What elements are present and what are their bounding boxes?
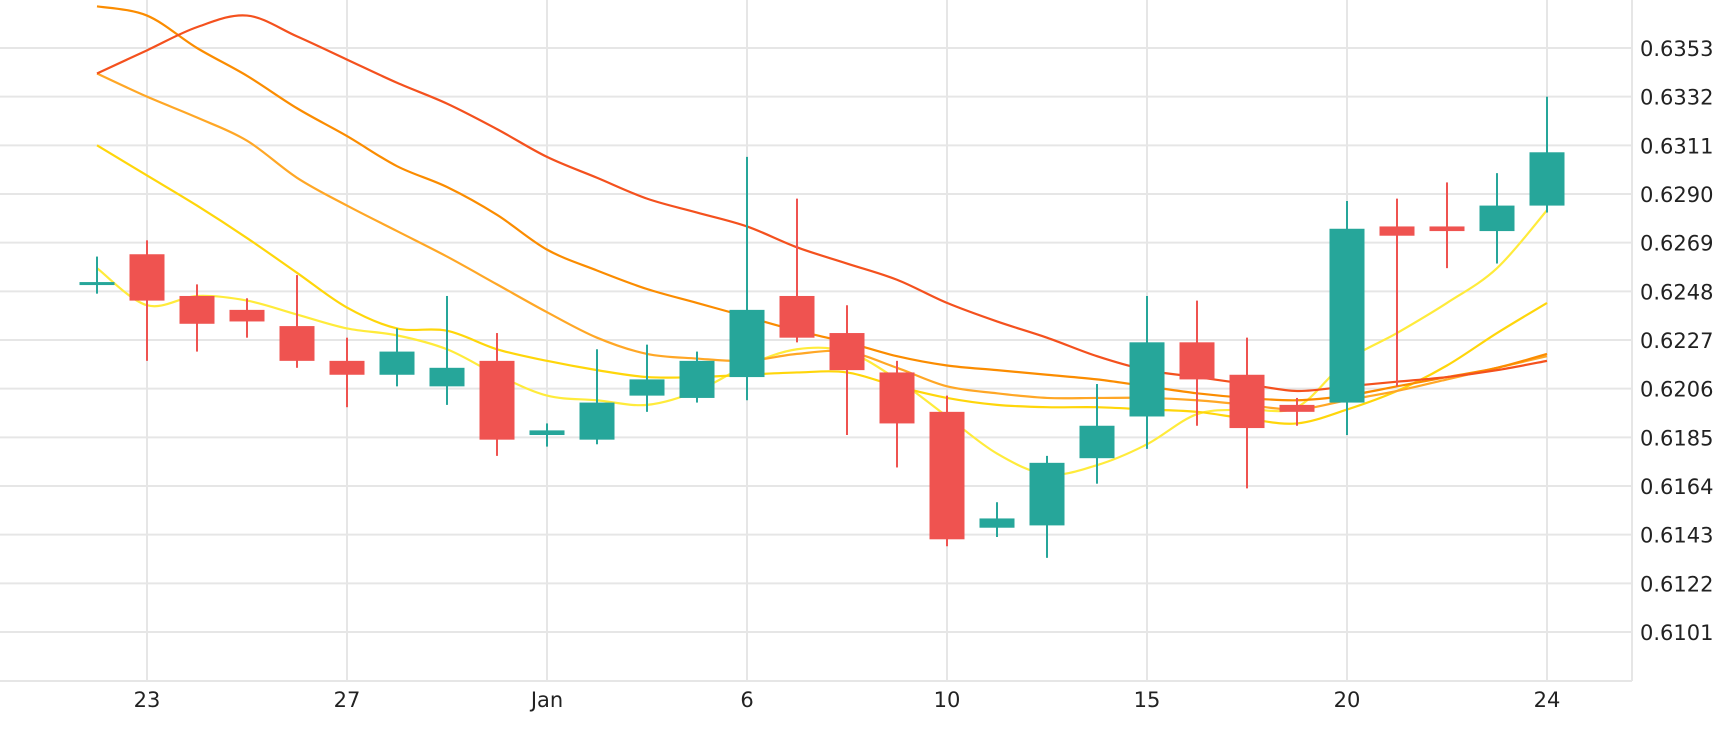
candle-body xyxy=(279,326,315,361)
moving-average-line-2 xyxy=(96,144,1548,425)
candle xyxy=(1179,300,1215,426)
grid xyxy=(0,0,1633,682)
y-tick-label: 0.6269 xyxy=(1640,232,1713,256)
candle xyxy=(879,360,915,468)
y-tick-label: 0.6185 xyxy=(1640,426,1713,450)
candle-body xyxy=(629,379,665,396)
candle xyxy=(979,502,1015,537)
y-tick-label: 0.6122 xyxy=(1640,572,1713,596)
candle xyxy=(1429,182,1465,269)
y-tick-label: 0.6143 xyxy=(1640,524,1713,548)
moving-average-line-1 xyxy=(96,209,1548,476)
candle xyxy=(729,156,765,401)
candle-body xyxy=(1279,404,1315,412)
x-tick-label: 10 xyxy=(934,688,961,712)
y-tick-label: 0.6311 xyxy=(1640,134,1713,158)
candle-body xyxy=(1529,152,1565,206)
candle xyxy=(1329,200,1365,436)
y-axis: 0.6353 0.6332 0.6311 0.6290 0.6269 0.6248 0.62… xyxy=(1640,37,1713,645)
candle-body xyxy=(1379,226,1415,236)
candle xyxy=(279,275,315,368)
y-tick-label: 0.6227 xyxy=(1640,329,1713,353)
candle xyxy=(129,240,165,361)
x-tick-label: 23 xyxy=(134,688,161,712)
candle-body xyxy=(1029,462,1065,526)
candle xyxy=(229,298,265,338)
candle xyxy=(679,351,715,403)
candle xyxy=(529,423,565,447)
candle-body xyxy=(579,402,615,440)
candle xyxy=(779,198,815,343)
y-tick-label: 0.6290 xyxy=(1640,183,1713,207)
candle-body xyxy=(379,351,415,375)
x-tick-label: 27 xyxy=(334,688,361,712)
candle xyxy=(329,337,365,408)
candle-body xyxy=(779,295,815,338)
y-tick-label: 0.6206 xyxy=(1640,378,1713,402)
candle-body xyxy=(979,518,1015,528)
candle xyxy=(379,328,415,387)
x-tick-label: Jan xyxy=(529,688,563,712)
candle-body xyxy=(179,295,215,324)
candle xyxy=(1129,295,1165,449)
candle-body xyxy=(879,372,915,424)
x-tick-label: 15 xyxy=(1134,688,1161,712)
candle-body xyxy=(1329,228,1365,403)
y-tick-label: 0.6353 xyxy=(1640,37,1713,61)
candle xyxy=(1079,384,1115,484)
candle xyxy=(829,305,865,436)
candle xyxy=(79,256,115,294)
candle-body xyxy=(429,367,465,387)
candle xyxy=(179,284,215,352)
moving-average-line-4 xyxy=(96,5,1548,402)
candle-body xyxy=(1079,425,1115,459)
y-tick-label: 0.6332 xyxy=(1640,86,1713,110)
candle xyxy=(1529,96,1565,213)
candle-body xyxy=(829,333,865,371)
y-tick-label: 0.6101 xyxy=(1640,621,1713,645)
candle-body xyxy=(479,360,515,440)
candle-body xyxy=(729,309,765,378)
candle-body xyxy=(129,254,165,301)
candle-body xyxy=(679,360,715,398)
x-tick-label: 20 xyxy=(1334,688,1361,712)
candle-body xyxy=(79,282,115,286)
x-axis: 23 27 Jan 6 10 15 20 24 xyxy=(134,688,1561,712)
candle xyxy=(1029,455,1065,558)
x-tick-label: 24 xyxy=(1534,688,1561,712)
candle xyxy=(1379,198,1415,387)
candle-body xyxy=(229,309,265,322)
candle-body xyxy=(529,430,565,436)
candle-body xyxy=(1479,205,1515,232)
candle-body xyxy=(329,360,365,375)
y-tick-label: 0.6248 xyxy=(1640,280,1713,304)
candle xyxy=(429,295,465,405)
candle-body xyxy=(929,411,965,540)
moving-average-line-5 xyxy=(96,14,1548,393)
candle-body xyxy=(1179,342,1215,380)
moving-average-lines xyxy=(96,5,1548,476)
candles xyxy=(79,96,1565,558)
candle xyxy=(1479,173,1515,264)
y-tick-label: 0.6164 xyxy=(1640,475,1713,499)
candle-body xyxy=(1129,342,1165,417)
x-tick-label: 6 xyxy=(740,688,753,712)
candle-body xyxy=(1429,226,1465,232)
candle xyxy=(479,333,515,456)
candle xyxy=(579,349,615,445)
candle xyxy=(929,395,965,547)
candle xyxy=(1229,337,1265,489)
candle-body xyxy=(1229,374,1265,429)
candle xyxy=(629,344,665,412)
candle xyxy=(1279,397,1315,426)
